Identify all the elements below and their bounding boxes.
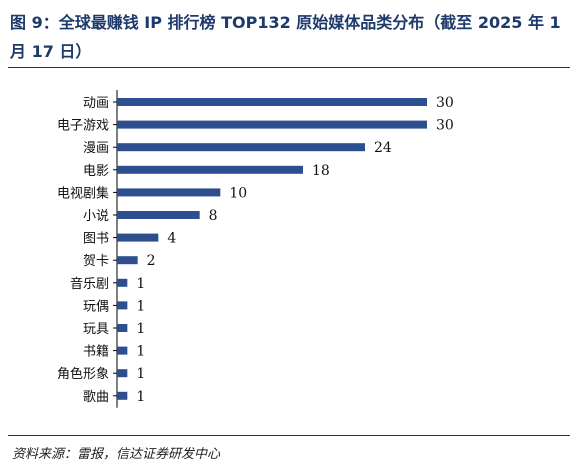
bar (117, 256, 138, 265)
bar (117, 188, 221, 197)
category-label: 电视剧集 (57, 185, 109, 201)
data-label: 1 (136, 389, 145, 405)
data-label: 30 (436, 118, 454, 134)
bar (117, 391, 128, 400)
bar (117, 211, 200, 219)
data-label: 1 (136, 321, 145, 337)
bar (117, 233, 159, 242)
data-label: 8 (209, 208, 218, 224)
category-label: 音乐剧 (70, 276, 109, 292)
source-note: 资料来源：雷报，信达证券研发中心 (12, 447, 221, 462)
bar (117, 120, 427, 129)
category-label: 玩具 (83, 322, 109, 337)
data-label: 1 (136, 344, 145, 360)
category-label: 电影 (83, 164, 109, 179)
data-label: 30 (436, 95, 454, 111)
title-divider (8, 67, 570, 68)
source-divider (8, 435, 570, 436)
data-label: 1 (136, 366, 145, 382)
data-label: 24 (374, 140, 392, 156)
data-label: 1 (136, 298, 145, 314)
category-label: 小说 (83, 209, 109, 224)
category-label: 书籍 (83, 344, 109, 360)
bar (117, 98, 427, 106)
figure-title: 图 9：全球最赚钱 IP 排行榜 TOP132 原始媒体品类分布（截至 2025… (10, 13, 561, 61)
bar (117, 165, 303, 174)
category-label: 歌曲 (83, 390, 109, 405)
data-label: 1 (136, 276, 145, 292)
bar (117, 143, 365, 152)
category-label: 动画 (83, 96, 109, 111)
data-label: 2 (147, 253, 156, 269)
bar (117, 278, 128, 287)
category-label: 图书 (83, 232, 109, 247)
category-label: 电子游戏 (57, 119, 109, 134)
data-label: 4 (167, 231, 176, 247)
bar (117, 324, 128, 332)
category-label: 漫画 (83, 141, 109, 156)
data-label: 18 (312, 163, 330, 179)
bar (117, 301, 128, 310)
category-label: 玩偶 (83, 299, 109, 314)
bar-chart: 动画 30 电子游戏 30 漫画 24 电影 18 电视剧集 10 小说 8 图书 4 贺卡 2 音乐剧 1 玩偶 1… (57, 90, 454, 408)
bar (117, 346, 128, 355)
data-label: 10 (229, 185, 247, 201)
category-label: 角色形象 (57, 366, 109, 382)
category-label: 贺卡 (83, 254, 109, 269)
bar (117, 369, 128, 378)
